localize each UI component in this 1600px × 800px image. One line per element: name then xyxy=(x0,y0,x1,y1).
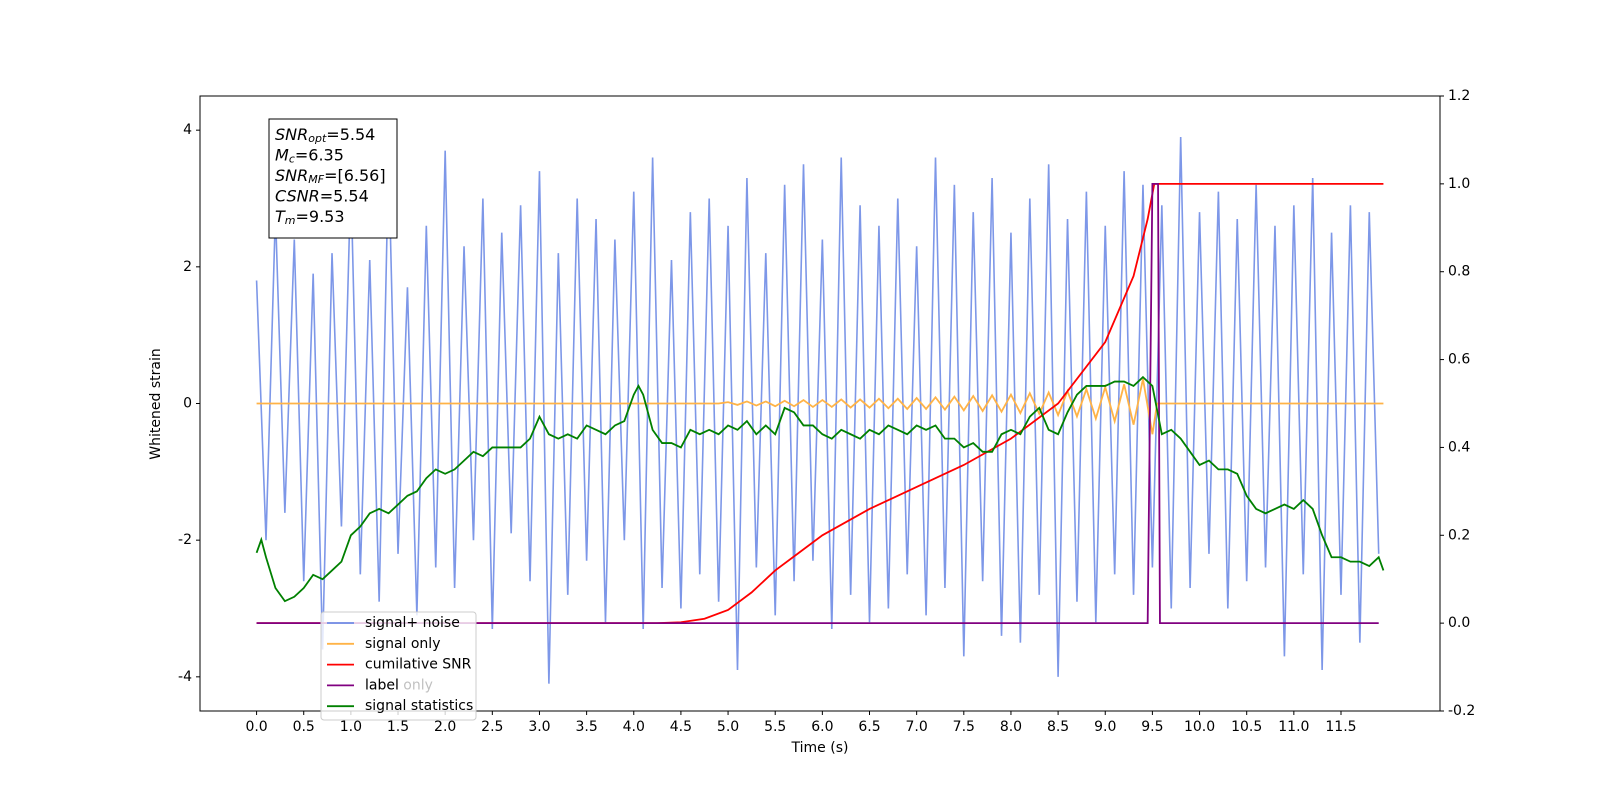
y2-tick-label: 1.2 xyxy=(1448,88,1470,104)
x-tick-label: 9.5 xyxy=(1141,719,1163,735)
x-tick-label: 7.5 xyxy=(953,719,975,735)
x-tick-label: 6.0 xyxy=(811,719,833,735)
y2-tick-label: 0.4 xyxy=(1448,439,1470,455)
stats-subscript: MF xyxy=(308,173,324,186)
legend-label: cumilative SNR xyxy=(365,657,472,673)
x-tick-label: 5.5 xyxy=(764,719,786,735)
y2-tick-label: 0.2 xyxy=(1448,527,1470,543)
y-axis-label: Whitened strain xyxy=(148,348,164,459)
stats-symbol: CSNR xyxy=(275,186,320,205)
x-tick-label: 3.5 xyxy=(575,719,597,735)
y-tick-label: 2 xyxy=(183,259,192,275)
series-line xyxy=(256,182,1379,625)
stats-line: SNRMF=[6.56] xyxy=(275,166,386,187)
legend-label: label xyxy=(365,677,399,693)
stats-symbol: M xyxy=(275,145,289,164)
y2-tick-label: 0.6 xyxy=(1448,352,1470,368)
x-tick-label: 7.0 xyxy=(906,719,928,735)
legend-overlay-text: label only xyxy=(365,677,433,693)
y2-tick-label: 0.8 xyxy=(1448,264,1470,280)
stats-line: Tm=9.53 xyxy=(275,207,345,228)
stats-box xyxy=(268,118,398,239)
x-tick-label: 8.5 xyxy=(1047,719,1069,735)
x-tick-label: 9.0 xyxy=(1094,719,1116,735)
stats-symbol: SNR xyxy=(275,125,308,144)
stats-value: =[6.56] xyxy=(324,166,386,185)
x-tick-label: 11.5 xyxy=(1325,719,1356,735)
stats-value: =5.54 xyxy=(326,125,375,144)
x-tick-label: 3.0 xyxy=(528,719,550,735)
x-tick-label: 5.0 xyxy=(717,719,739,735)
x-tick-label: 2.5 xyxy=(481,719,503,735)
x-tick-label: 0.0 xyxy=(245,719,267,735)
stats-subscript: c xyxy=(289,153,295,166)
stats-value: =9.53 xyxy=(296,207,345,226)
x-tick-label: 6.5 xyxy=(858,719,880,735)
x-tick-label: 11.0 xyxy=(1278,719,1309,735)
stats-line: CSNR=5.54 xyxy=(275,186,369,205)
stats-value: =6.35 xyxy=(295,145,344,164)
y2-tick-label: 1.0 xyxy=(1448,176,1470,192)
y-tick-label: 0 xyxy=(183,396,192,412)
stats-symbol: T xyxy=(275,207,286,226)
legend-box xyxy=(320,611,477,721)
series-line xyxy=(255,375,1385,603)
x-tick-label: 0.5 xyxy=(293,719,315,735)
stats-subscript: opt xyxy=(308,132,327,145)
legend-label: signal statistics xyxy=(365,698,473,714)
y-tick-label: 4 xyxy=(183,122,192,138)
x-tick-label: 1.0 xyxy=(340,719,362,735)
y-tick-label: -4 xyxy=(178,669,192,685)
stats-line: SNRopt=5.54 xyxy=(275,125,375,146)
y2-tick-label: -0.2 xyxy=(1448,703,1475,719)
x-axis-label: Time (s) xyxy=(791,740,849,756)
stats-value: =5.54 xyxy=(320,186,369,205)
plot-frame xyxy=(199,95,1441,712)
x-tick-label: 10.5 xyxy=(1231,719,1262,735)
series-line xyxy=(256,378,1384,435)
series-line xyxy=(255,136,1380,684)
y-tick-label: -2 xyxy=(178,532,192,548)
legend-label: signal only xyxy=(365,636,440,652)
stats-line: Mc=6.35 xyxy=(275,145,344,166)
legend-label: signal+ noise xyxy=(365,615,460,631)
x-tick-label: 10.0 xyxy=(1184,719,1215,735)
x-tick-label: 4.0 xyxy=(623,719,645,735)
x-tick-label: 1.5 xyxy=(387,719,409,735)
stats-symbol: SNR xyxy=(275,166,308,185)
x-tick-label: 8.0 xyxy=(1000,719,1022,735)
x-tick-label: 2.0 xyxy=(434,719,456,735)
series-line xyxy=(256,182,1384,625)
y2-tick-label: 0.0 xyxy=(1448,615,1470,631)
stats-subscript: m xyxy=(285,214,296,227)
x-tick-label: 4.5 xyxy=(670,719,692,735)
